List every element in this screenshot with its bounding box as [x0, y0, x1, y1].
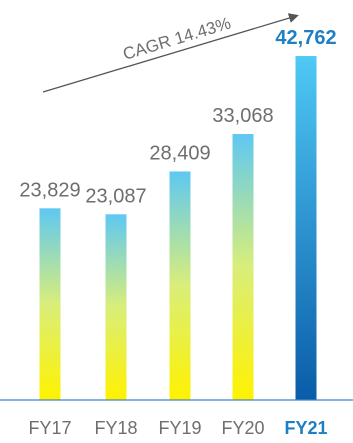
value-label-fy20: 33,068 — [212, 105, 273, 127]
category-label-fy19: FY19 — [158, 418, 201, 438]
bars-group — [39, 56, 317, 401]
category-label-fy17: FY17 — [28, 418, 71, 438]
value-label-fy19: 28,409 — [149, 142, 210, 164]
bar-fy18 — [105, 214, 127, 400]
value-label-fy21: 42,762 — [275, 27, 336, 49]
bar-fy19 — [169, 171, 191, 400]
category-label-fy18: FY18 — [94, 418, 137, 438]
bar-fy20 — [232, 134, 254, 401]
bar-fy21 — [295, 56, 317, 401]
cagr-label: CAGR 14.43% — [121, 14, 233, 64]
category-labels-group: FY17 FY18 FY19 FY20 FY21 — [28, 418, 327, 438]
value-label-fy18: 23,087 — [85, 185, 146, 207]
category-label-fy20: FY20 — [221, 418, 264, 438]
cagr-arrow — [42, 13, 299, 93]
cagr-annotation: CAGR 14.43% — [42, 13, 299, 93]
bar-fy17 — [39, 208, 61, 400]
value-label-fy17: 23,829 — [19, 179, 80, 201]
category-label-fy21: FY21 — [284, 418, 327, 438]
